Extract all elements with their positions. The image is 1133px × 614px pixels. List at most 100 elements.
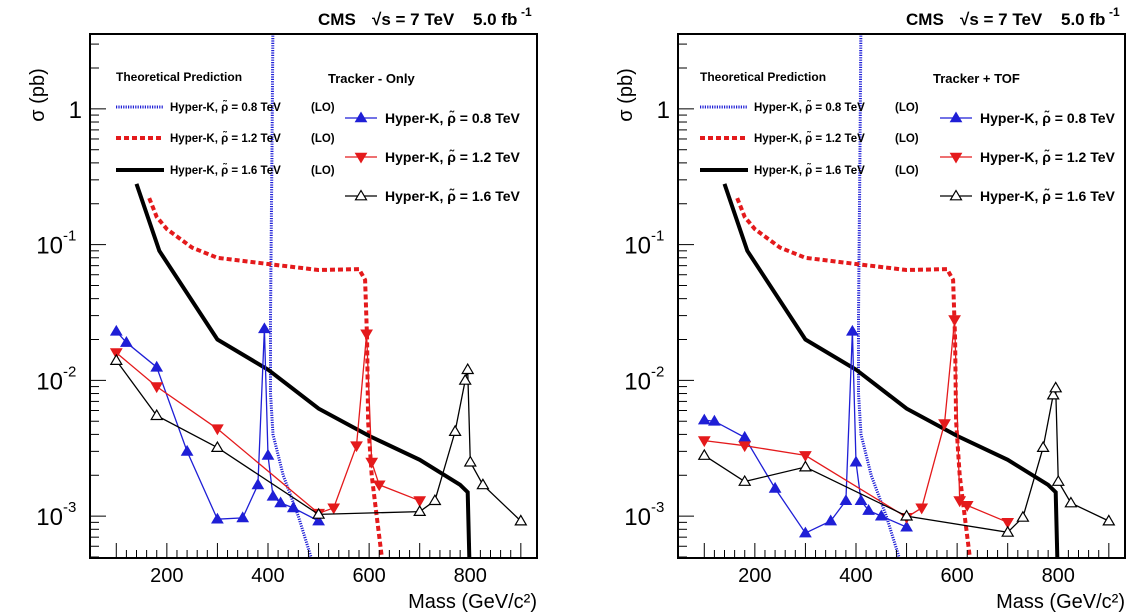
data-point [461,362,475,375]
energy-label: √s = 7 TeV [372,10,455,29]
data-point [350,441,363,453]
data-point [1036,440,1050,452]
legend-label: Hyper-K, ρ̃ = 1.2 TeV [385,148,521,165]
lumi-exponent: -1 [1109,5,1120,19]
theory-curve [134,183,472,557]
data-point [360,329,373,341]
data-point [738,474,752,486]
legend-theory-title: Theoretical Prediction [116,70,242,84]
y-tick-exponent: -1 [63,228,76,245]
data-point [738,430,752,442]
data-point [824,514,838,526]
x-tick-label: 600 [352,565,385,587]
data-point [915,503,929,515]
x-axis-label: Mass (GeV/c²) [996,591,1125,613]
data-point [768,481,782,493]
x-tick-label: 800 [1042,565,1075,587]
data-point [862,504,875,515]
data-point [697,413,711,425]
data-point [854,494,868,505]
legend-left: Hyper-K, ρ̃ = 0.8 TeV (LO) Hyper-K, ρ̃ = 1… [116,101,521,204]
data-point [458,373,472,385]
legend-tag: (LO) [311,133,335,145]
data-point [798,460,812,472]
data-point [839,494,853,505]
legend-label: Hyper-K, ρ̃ = 1.2 TeV [980,148,1116,165]
data-point [150,360,164,372]
lumi-label: 5.0 fb [1061,10,1105,29]
y-tick-exponent: -1 [651,228,664,245]
data-point [150,408,164,421]
data-point [413,504,427,517]
legend-tag: (LO) [311,102,335,114]
data-point [900,520,913,532]
legend-tag: (LO) [311,165,335,177]
legend-tag: (LO) [895,102,919,114]
data-point [1001,518,1015,529]
data-point [428,494,442,506]
legend-label: Hyper-K, ρ̃ = 1.2 TeV [754,132,865,145]
data-point [180,444,194,456]
y-tick-exponent: -2 [63,363,76,380]
data-point [312,507,326,519]
x-tick-label: 200 [150,565,183,587]
data-point [948,315,961,327]
legend-label: Hyper-K, ρ̃ = 0.8 TeV [385,109,521,126]
data-point [372,480,386,492]
data-point [938,419,951,431]
lumi-exponent: -1 [521,5,532,19]
data-point [109,353,123,365]
data-point [312,514,325,526]
data-point [211,512,224,524]
data-point [849,455,863,467]
plot-frame [677,33,1126,559]
data-point [1001,525,1015,537]
data-point [211,424,224,436]
legend-marker [354,111,368,123]
data-point [210,440,224,452]
data-point [708,414,721,426]
legend-label: Hyper-K, ρ̃ = 1.6 TeV [754,164,865,177]
legend-measurement-title: Tracker + TOF [933,71,1020,86]
legend-tag: (LO) [895,133,919,145]
y-tick-exponent: -3 [651,499,664,516]
y-axis-label: σ (pb) [615,68,637,121]
x-tick-label: 800 [454,565,487,587]
data-point [274,496,287,508]
data-point [261,448,275,460]
y-tick-exponent: -3 [63,499,76,516]
energy-label: √s = 7 TeV [960,10,1043,29]
data-point [514,514,528,526]
legend-label: Hyper-K, ρ̃ = 0.8 TeV [754,101,865,114]
data-point [365,457,379,469]
legend-label: Hyper-K, ρ̃ = 1.6 TeV [170,164,281,177]
lumi-label: 5.0 fb [473,10,517,29]
plot-layer-left [109,35,528,557]
legend-label: Hyper-K, ρ̃ = 1.6 TeV [385,187,521,204]
data-point [327,503,341,515]
y-tick-label: 10 [36,368,63,395]
plot-layer-right [697,35,1116,557]
data-point [109,324,123,336]
data-point [799,451,812,462]
data-point [697,436,711,448]
data-point [448,424,462,436]
data-point [286,501,300,513]
data-point [1102,514,1116,526]
data-point [900,509,914,521]
y-axis-label: σ (pb) [27,68,49,121]
legend-label: Hyper-K, ρ̃ = 1.6 TeV [980,187,1116,204]
legend-marker [949,111,963,123]
legend-measurement-title: Tracker - Only [328,71,415,86]
data-point [697,448,711,460]
x-axis-label: Mass (GeV/c²) [408,591,537,613]
legend-label: Hyper-K, ρ̃ = 1.2 TeV [170,132,281,145]
y-tick-label: 10 [36,504,63,531]
data-point [258,322,271,334]
cms-label: CMS [318,10,356,29]
data-point [1046,388,1060,400]
